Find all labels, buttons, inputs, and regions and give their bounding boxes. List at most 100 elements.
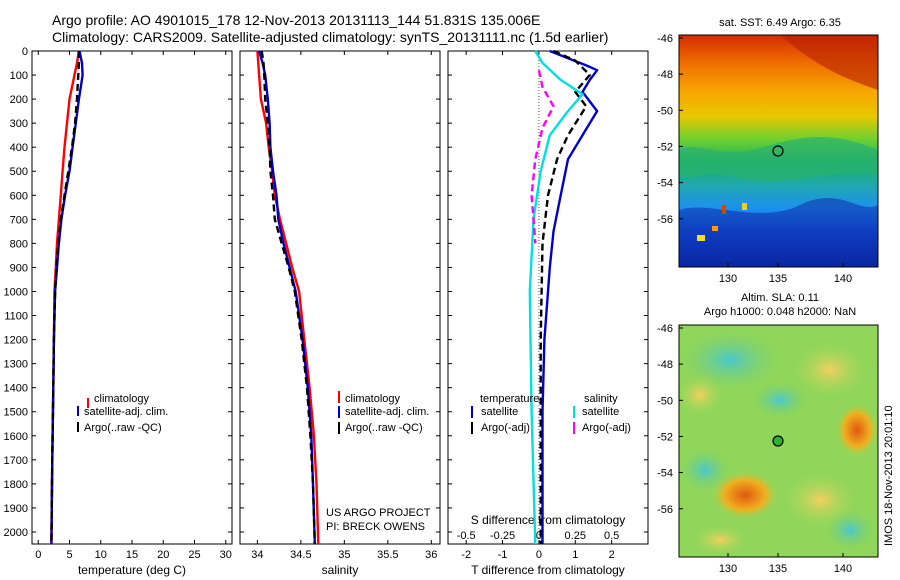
series-line-temperature-satellite (541, 49, 599, 544)
depth-tick-label: 1200 (4, 335, 28, 347)
s-tick-label: -0.5 (457, 530, 476, 542)
map-lat-label: -48 (657, 69, 673, 81)
legend-temperature-title: temperature (480, 393, 539, 405)
sla-blob (790, 340, 870, 400)
sst-land-pixel (697, 235, 705, 241)
depth-tick-label: 700 (10, 214, 28, 226)
top-axis-label: S difference from climatology (471, 513, 626, 527)
project-note: US ARGO PROJECT (326, 507, 431, 519)
s-tick-label: 0.5 (604, 530, 619, 542)
map-lat-label: -54 (657, 468, 673, 480)
depth-tick-label: 1100 (4, 311, 28, 323)
sla-argo-marker (772, 435, 784, 447)
depth-tick-label: 1800 (4, 479, 28, 491)
depth-tick-label: 300 (10, 118, 28, 130)
salinity-legend: climatology satellite-adj. clim. Argo(..… (326, 391, 431, 533)
imos-stamp: IMOS 18-Nov-2013 20:01:10 (883, 405, 895, 546)
map-lat-label: -46 (657, 323, 673, 335)
depth-tick-label: 100 (10, 70, 28, 82)
temperature-panel: 0 5 10 15 20 25 30 temperature (deg C) (31, 50, 233, 577)
legend-argo: Argo(..raw -QC) (84, 422, 162, 434)
series-line-argo-raw-qc (50, 51, 81, 545)
depth-tick-label: 600 (10, 190, 28, 202)
figure-title-line2: Climatology: CARS2009. Satellite-adjuste… (52, 29, 608, 45)
legend-s-argo: Argo(-adj) (582, 422, 631, 434)
depth-tick-label: 800 (10, 238, 28, 250)
map-lon-label: 130 (719, 273, 737, 285)
x-tick-label: 30 (220, 549, 232, 561)
depth-tick-label: 1500 (4, 407, 28, 419)
legend-t-argo: Argo(-adj) (481, 422, 530, 434)
sla-map-ticks: -46 -48 -50 -52 -54 -56 130 135 140 (657, 323, 852, 575)
sst-map-ticks: -46 -48 -50 -52 -54 -56 130 135 140 (657, 33, 852, 285)
depth-tick-label: 0 (22, 46, 28, 58)
map-lat-label: -50 (657, 105, 673, 117)
legend-argo: Argo(..raw -QC) (345, 422, 423, 434)
map-lon-label: 135 (769, 273, 787, 285)
x-tick-label: -2 (461, 549, 471, 561)
sst-front-band (679, 136, 878, 182)
sla-map: Altim. SLA: 0.11 Argo h1000: 0.048 h2000… (657, 292, 879, 575)
sst-land-pixel (722, 205, 726, 214)
sla-title-line1: Altim. SLA: 0.11 (741, 292, 819, 304)
map-lon-label: 135 (769, 563, 787, 575)
legend-t-satellite: satellite (481, 406, 518, 418)
sla-blob (710, 470, 780, 520)
sla-title-line2: Argo h1000: 0.048 h2000: NaN (704, 306, 856, 318)
pi-note: PI: BRECK OWENS (326, 521, 425, 533)
depth-tick-label: 1700 (4, 455, 28, 467)
map-lon-label: 140 (834, 563, 852, 575)
map-lat-label: -56 (657, 504, 673, 516)
figure-title-line1: Argo profile: AO 4901015_178 12-Nov-2013… (52, 12, 540, 28)
salinity-panel: 34 34.5 35 35.5 36 salinity (239, 50, 441, 577)
depth-tick-label: 200 (10, 94, 28, 106)
depth-tick-label: 2000 (4, 527, 28, 539)
sst-map-title: sat. SST: 6.49 Argo: 6.35 (719, 17, 841, 29)
sla-blob (680, 448, 730, 492)
legend-climatology: climatology (94, 393, 150, 405)
depth-tick-label: 1400 (4, 383, 28, 395)
sst-land-pixel (742, 203, 747, 210)
series-line-argo-raw-qc (260, 50, 316, 545)
series-line-temperature-argo-adj (539, 49, 591, 544)
x-axis-label: T difference from climatology (471, 563, 625, 577)
legend-satellite: satellite-adj. clim. (84, 406, 168, 418)
x-tick-label: 15 (126, 549, 138, 561)
x-tick-label: 35 (338, 549, 350, 561)
s-tick-label: 0.25 (565, 530, 586, 542)
x-tick-label: 2 (609, 549, 615, 561)
x-tick-label: 34.5 (290, 549, 311, 561)
sla-blob (752, 382, 808, 418)
x-tick-label: 1 (572, 549, 578, 561)
sst-cold-band (679, 197, 878, 267)
difference-legend: temperature salinity satellite Argo(-adj… (471, 393, 631, 434)
map-lat-label: -52 (657, 431, 673, 443)
map-lon-label: 130 (719, 563, 737, 575)
x-axis-label: temperature (deg C) (78, 563, 186, 577)
series-line-climatology (256, 50, 320, 545)
depth-tick-label: 1000 (4, 286, 28, 298)
depth-tick-label: 1600 (4, 431, 28, 443)
sst-warm-patch (780, 35, 878, 90)
x-tick-label: 25 (188, 549, 200, 561)
depth-tick-label: 1300 (4, 359, 28, 371)
map-lat-label: -48 (657, 359, 673, 371)
x-tick-label: 34 (251, 549, 263, 561)
sla-blob (835, 402, 879, 458)
depth-tick-label: 1900 (4, 503, 28, 515)
s-tick-label: 0 (536, 530, 542, 542)
legend-climatology: climatology (345, 393, 401, 405)
sst-argo-marker (772, 145, 784, 157)
legend-s-satellite: satellite (582, 406, 619, 418)
sst-land-pixel (712, 226, 718, 231)
x-tick-label: 20 (157, 549, 169, 561)
map-lat-label: -50 (657, 395, 673, 407)
depth-tick-label: 900 (10, 262, 28, 274)
map-lat-label: -56 (657, 214, 673, 226)
x-tick-label: -1 (498, 549, 508, 561)
x-axis-label: salinity (322, 563, 359, 577)
depth-axis-labels: 0 100 200 300 400 500 600 700 800 900 1000 1100 1200… (4, 46, 28, 539)
series-line-salinity-satellite (528, 50, 584, 545)
depth-tick-label: 400 (10, 142, 28, 154)
